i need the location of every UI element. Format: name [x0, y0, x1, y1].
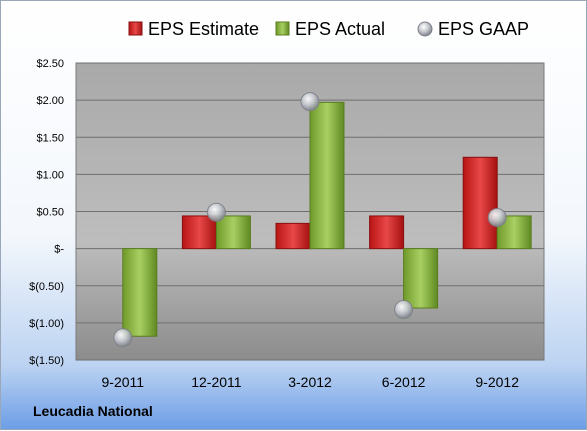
eps-gaap-marker — [206, 202, 226, 222]
y-tick-label: $(1.00) — [29, 318, 64, 330]
eps-actual-bar — [215, 215, 251, 250]
y-tick-label: $2.50 — [36, 58, 64, 70]
gaap-markers — [113, 92, 507, 348]
company-name: Leucadia National — [33, 403, 153, 419]
x-tick-label: 12-2011 — [191, 374, 242, 390]
legend-swatch-gaap — [417, 21, 433, 37]
x-tick-label: 3-2012 — [288, 374, 332, 390]
eps-actual-bar — [122, 248, 158, 337]
y-tick-label: $0.50 — [36, 207, 64, 219]
eps-estimate-bar — [369, 215, 405, 250]
y-tick-label: $(1.50) — [29, 355, 64, 367]
eps-estimate-bar — [275, 222, 311, 250]
y-tick-label: $1.50 — [36, 132, 64, 144]
x-axis: 9-2011 12-2011 3-2012 6-2012 9-2012 — [102, 374, 520, 390]
y-tick-label: $- — [54, 244, 64, 256]
legend-swatch-actual — [275, 21, 290, 36]
legend-label: EPS Estimate — [148, 19, 259, 39]
eps-gaap-marker — [113, 328, 133, 348]
eps-estimate-bar — [181, 215, 217, 250]
x-tick-label: 9-2012 — [475, 374, 519, 390]
legend: EPS Estimate EPS Actual EPS GAAP — [128, 19, 529, 39]
eps-gaap-marker — [394, 300, 414, 320]
bars — [122, 101, 532, 337]
eps-actual-bar — [403, 248, 439, 309]
y-tick-label: $2.00 — [36, 95, 64, 107]
x-tick-label: 6-2012 — [382, 374, 426, 390]
eps-actual-bar — [309, 101, 345, 250]
legend-label: EPS Actual — [295, 19, 385, 39]
legend-swatch-estimate — [128, 21, 143, 36]
eps-gaap-marker — [300, 92, 320, 112]
y-tick-label: $1.00 — [36, 169, 64, 181]
eps-gaap-marker — [487, 207, 507, 227]
eps-estimate-bar — [462, 156, 498, 250]
y-tick-label: $(0.50) — [29, 281, 64, 293]
legend-label: EPS GAAP — [438, 19, 529, 39]
x-tick-label: 9-2011 — [102, 374, 145, 390]
y-axis: $2.50 $2.00 $1.50 $1.00 $0.50 $- $(0.50) $(1.00… — [29, 58, 64, 367]
